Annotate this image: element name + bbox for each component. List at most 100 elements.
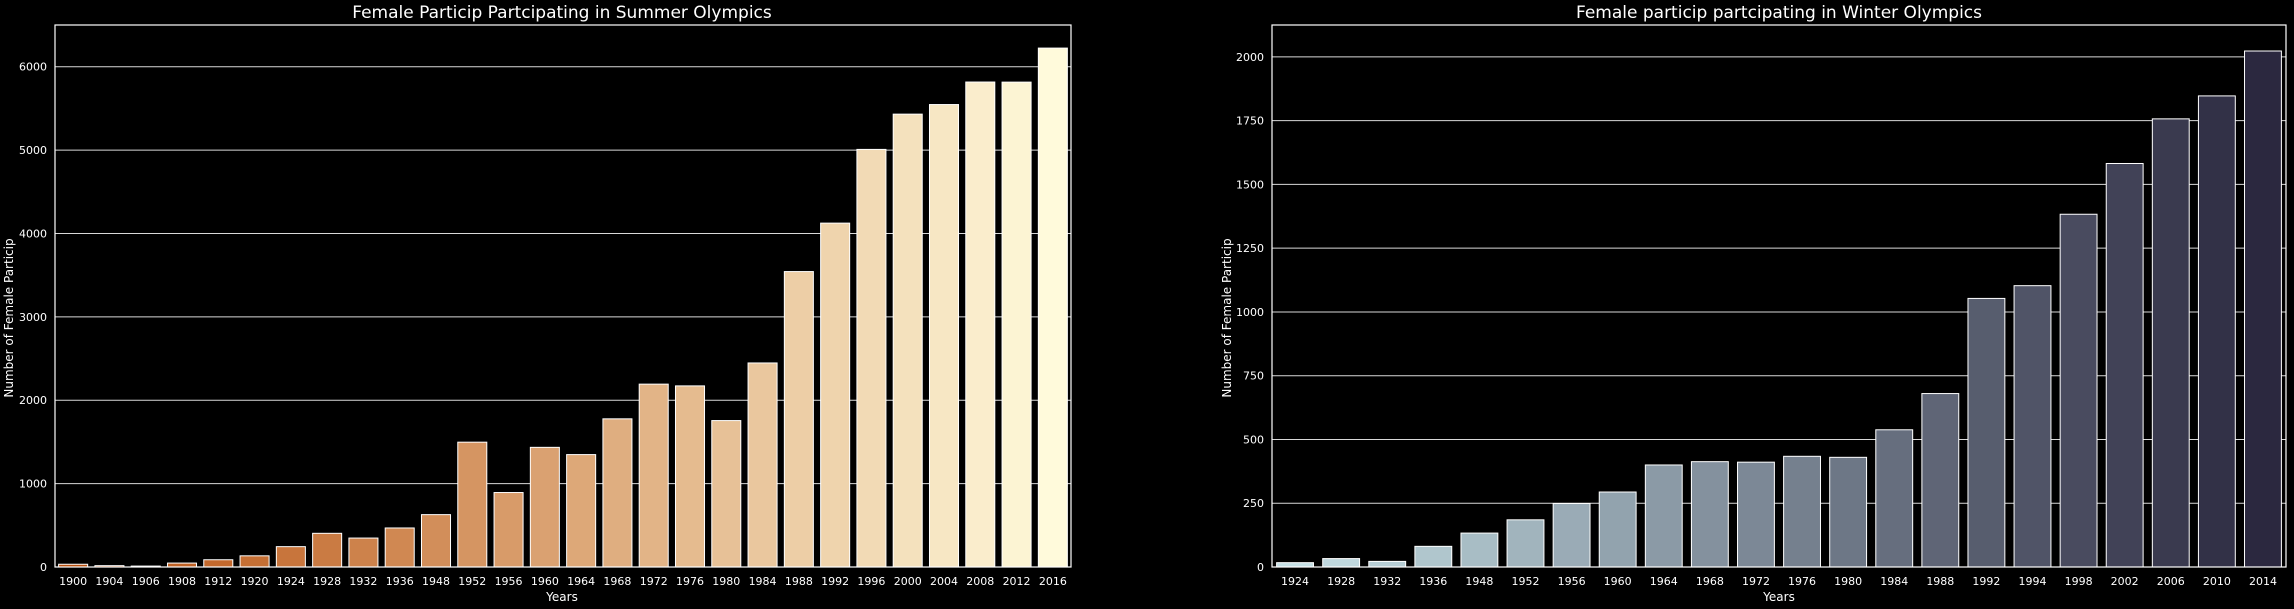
x-tick-label: 1984 bbox=[749, 575, 777, 588]
bar-1996 bbox=[856, 148, 887, 568]
x-tick-label: 1988 bbox=[1926, 575, 1954, 588]
x-tick-label: 1968 bbox=[603, 575, 631, 588]
x-tick-label: 1952 bbox=[458, 575, 486, 588]
x-tick-label: 1972 bbox=[640, 575, 668, 588]
x-tick-label: 1952 bbox=[1512, 575, 1540, 588]
x-tick-label: 1998 bbox=[2065, 575, 2093, 588]
bar-1952 bbox=[1506, 519, 1545, 568]
bar-2008 bbox=[965, 81, 996, 568]
gridlines bbox=[55, 66, 1071, 568]
bar-1936 bbox=[1414, 545, 1453, 568]
bars bbox=[58, 47, 1068, 568]
y-tick-label: 2000 bbox=[1236, 51, 1264, 64]
bar-1936 bbox=[384, 527, 415, 568]
bar-1980 bbox=[711, 420, 742, 568]
x-tick-label: 1908 bbox=[168, 575, 196, 588]
x-tick-label: 1906 bbox=[132, 575, 160, 588]
bar-1924 bbox=[1276, 562, 1314, 568]
bar-1956 bbox=[1552, 502, 1591, 568]
x-tick-label: 1932 bbox=[1373, 575, 1401, 588]
x-tick-label: 1904 bbox=[95, 575, 123, 588]
bar-1932 bbox=[1368, 560, 1407, 568]
x-tick-label: 1992 bbox=[1972, 575, 2000, 588]
bar-1964 bbox=[566, 454, 597, 568]
bar-1920 bbox=[239, 555, 270, 568]
x-tick-label: 1968 bbox=[1696, 575, 1724, 588]
bar-1952 bbox=[457, 441, 488, 568]
y-axis-label: Number of Female Particip bbox=[2, 238, 16, 397]
x-axis-label: Years bbox=[1762, 590, 1795, 604]
bar-1960 bbox=[1598, 491, 1637, 568]
x-tick-label: 1920 bbox=[241, 575, 269, 588]
winter-olympics-chart: Female particip partcipating in Winter O… bbox=[1220, 3, 2287, 604]
bar-2012 bbox=[1001, 81, 1032, 568]
y-tick-label: 2000 bbox=[19, 394, 47, 407]
plot-frame bbox=[54, 24, 1072, 568]
x-axis-label: Years bbox=[545, 590, 578, 604]
bar-1968 bbox=[1690, 461, 1729, 568]
bar-2014 bbox=[2244, 50, 2282, 568]
x-tick-label: 1960 bbox=[531, 575, 559, 588]
bar-1932 bbox=[348, 537, 379, 568]
bar-1976 bbox=[674, 385, 706, 568]
bar-1972 bbox=[638, 383, 669, 568]
x-tick-label: 2012 bbox=[1003, 575, 1031, 588]
x-tick-label: 1972 bbox=[1742, 575, 1770, 588]
x-tick-label: 1936 bbox=[1419, 575, 1447, 588]
x-tick-label: 1988 bbox=[785, 575, 813, 588]
chart-title: Female Particip Partcipating in Summer O… bbox=[352, 3, 772, 23]
bar-1976 bbox=[1783, 455, 1821, 568]
bar-1988 bbox=[783, 271, 814, 568]
x-tick-label: 2016 bbox=[1039, 575, 1067, 588]
bar-1960 bbox=[529, 446, 560, 568]
y-tick-label: 1250 bbox=[1236, 242, 1264, 255]
bar-1928 bbox=[1322, 558, 1361, 568]
x-tick-label: 2004 bbox=[930, 575, 958, 588]
y-tick-label: 5000 bbox=[19, 144, 47, 157]
x-tick-label: 1964 bbox=[1650, 575, 1678, 588]
bar-2004 bbox=[928, 104, 960, 568]
bar-1980 bbox=[1829, 456, 1868, 568]
x-tick-label: 1976 bbox=[676, 575, 704, 588]
bar-1992 bbox=[1967, 297, 2006, 568]
bar-1956 bbox=[493, 492, 524, 568]
y-tick-label: 1750 bbox=[1236, 115, 1264, 128]
bar-1928 bbox=[312, 532, 343, 568]
x-tick-label: 1980 bbox=[712, 575, 740, 588]
bar-2010 bbox=[2197, 95, 2236, 568]
bar-2002 bbox=[2105, 162, 2144, 568]
bar-1994 bbox=[2013, 285, 2052, 568]
x-tick-label: 1900 bbox=[59, 575, 87, 588]
y-tick-label: 0 bbox=[1257, 561, 1264, 574]
x-tick-label: 1912 bbox=[204, 575, 232, 588]
y-tick-label: 1000 bbox=[1236, 306, 1264, 319]
x-tick-label: 1936 bbox=[386, 575, 414, 588]
x-tick-label: 1956 bbox=[495, 575, 523, 588]
x-tick-label: 1948 bbox=[422, 575, 450, 588]
bar-1992 bbox=[820, 222, 851, 568]
x-tick-label: 2000 bbox=[894, 575, 922, 588]
y-axis-label: Number of Female Particip bbox=[1220, 238, 1234, 397]
y-tick-label: 6000 bbox=[19, 61, 47, 74]
y-tick-label: 250 bbox=[1243, 497, 1264, 510]
y-tick-label: 4000 bbox=[19, 227, 47, 240]
x-tick-label: 1948 bbox=[1465, 575, 1493, 588]
y-tick-label: 1000 bbox=[19, 478, 47, 491]
x-tick-label: 1932 bbox=[349, 575, 377, 588]
x-tick-label: 1992 bbox=[821, 575, 849, 588]
x-tick-label: 1994 bbox=[2019, 575, 2047, 588]
x-tick-label: 1928 bbox=[1327, 575, 1355, 588]
bar-1948 bbox=[1460, 532, 1499, 568]
y-tick-label: 3000 bbox=[19, 311, 47, 324]
bar-1984 bbox=[747, 362, 778, 568]
bar-2006 bbox=[2151, 118, 2190, 568]
plot-frame bbox=[1271, 24, 2287, 568]
x-tick-label: 1996 bbox=[857, 575, 885, 588]
y-tick-label: 750 bbox=[1243, 370, 1264, 383]
x-tick-label: 2002 bbox=[2111, 575, 2139, 588]
bar-1924 bbox=[275, 546, 306, 568]
x-tick-label: 2008 bbox=[966, 575, 994, 588]
x-tick-label: 2010 bbox=[2203, 575, 2231, 588]
bar-2016 bbox=[1037, 47, 1068, 568]
